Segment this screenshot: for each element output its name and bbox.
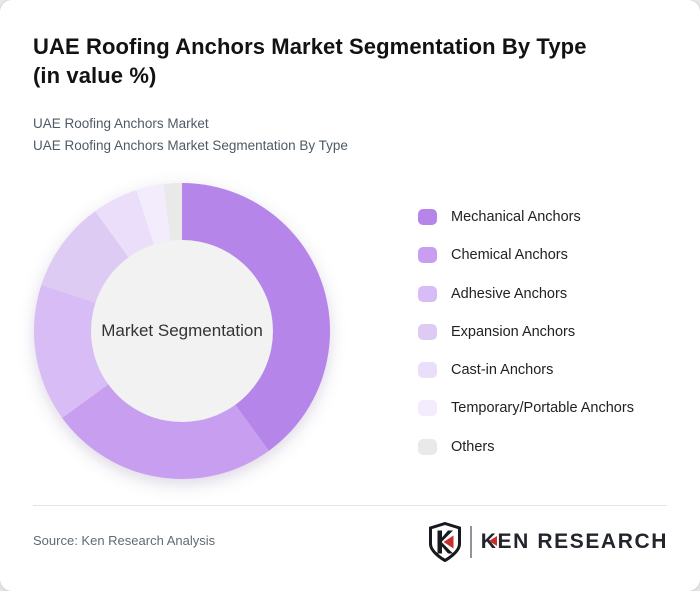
- logo-k-triangle-icon: [488, 536, 497, 546]
- legend-swatch: [418, 247, 437, 264]
- legend-item: Expansion Anchors: [418, 323, 634, 340]
- donut-center-label: Market Segmentation: [101, 321, 263, 340]
- legend-swatch: [418, 285, 437, 302]
- logo-shield-icon: [428, 522, 461, 562]
- legend-swatch: [418, 438, 437, 455]
- chart-subtitle-line1: UAE Roofing Anchors Market: [33, 116, 209, 131]
- legend-swatch: [418, 400, 437, 417]
- logo-wordmark-text: KEN RESEARCH: [480, 530, 668, 553]
- donut-center: Market Segmentation: [91, 240, 273, 422]
- chart-title: UAE Roofing Anchors Market Segmentation …: [33, 34, 587, 88]
- legend-item: Mechanical Anchors: [418, 209, 634, 225]
- legend-label: Cast-in Anchors: [451, 362, 554, 379]
- legend-swatch: [418, 362, 437, 379]
- legend-item: Cast-in Anchors: [418, 362, 634, 379]
- ken-research-logo: KEN RESEARCH: [428, 522, 668, 562]
- legend-item: Chemical Anchors: [418, 247, 634, 264]
- chart-legend: Mechanical Anchors Chemical Anchors Adhe…: [418, 209, 634, 477]
- legend-label: Expansion Anchors: [451, 323, 576, 340]
- source-text: Source: Ken Research Analysis: [33, 533, 216, 548]
- logo-wordmark: KEN RESEARCH: [481, 530, 668, 554]
- legend-label: Mechanical Anchors: [451, 209, 581, 225]
- legend-swatch: [418, 209, 437, 225]
- legend-swatch: [418, 323, 437, 340]
- footer-divider: [33, 505, 667, 506]
- chart-subtitles: UAE Roofing Anchors Market UAE Roofing A…: [33, 113, 348, 156]
- legend-label: Adhesive Anchors: [451, 285, 568, 302]
- legend-item: Adhesive Anchors: [418, 285, 634, 302]
- donut-chart: Market Segmentation: [34, 183, 330, 479]
- logo-divider: [469, 526, 472, 558]
- legend-item: Others: [418, 438, 634, 455]
- legend-label: Chemical Anchors: [451, 247, 568, 264]
- legend-label: Others: [451, 438, 495, 455]
- legend-label: Temporary/Portable Anchors: [451, 400, 634, 417]
- chart-subtitle-line2: UAE Roofing Anchors Market Segmentation …: [33, 137, 348, 153]
- legend-item: Temporary/Portable Anchors: [418, 400, 634, 417]
